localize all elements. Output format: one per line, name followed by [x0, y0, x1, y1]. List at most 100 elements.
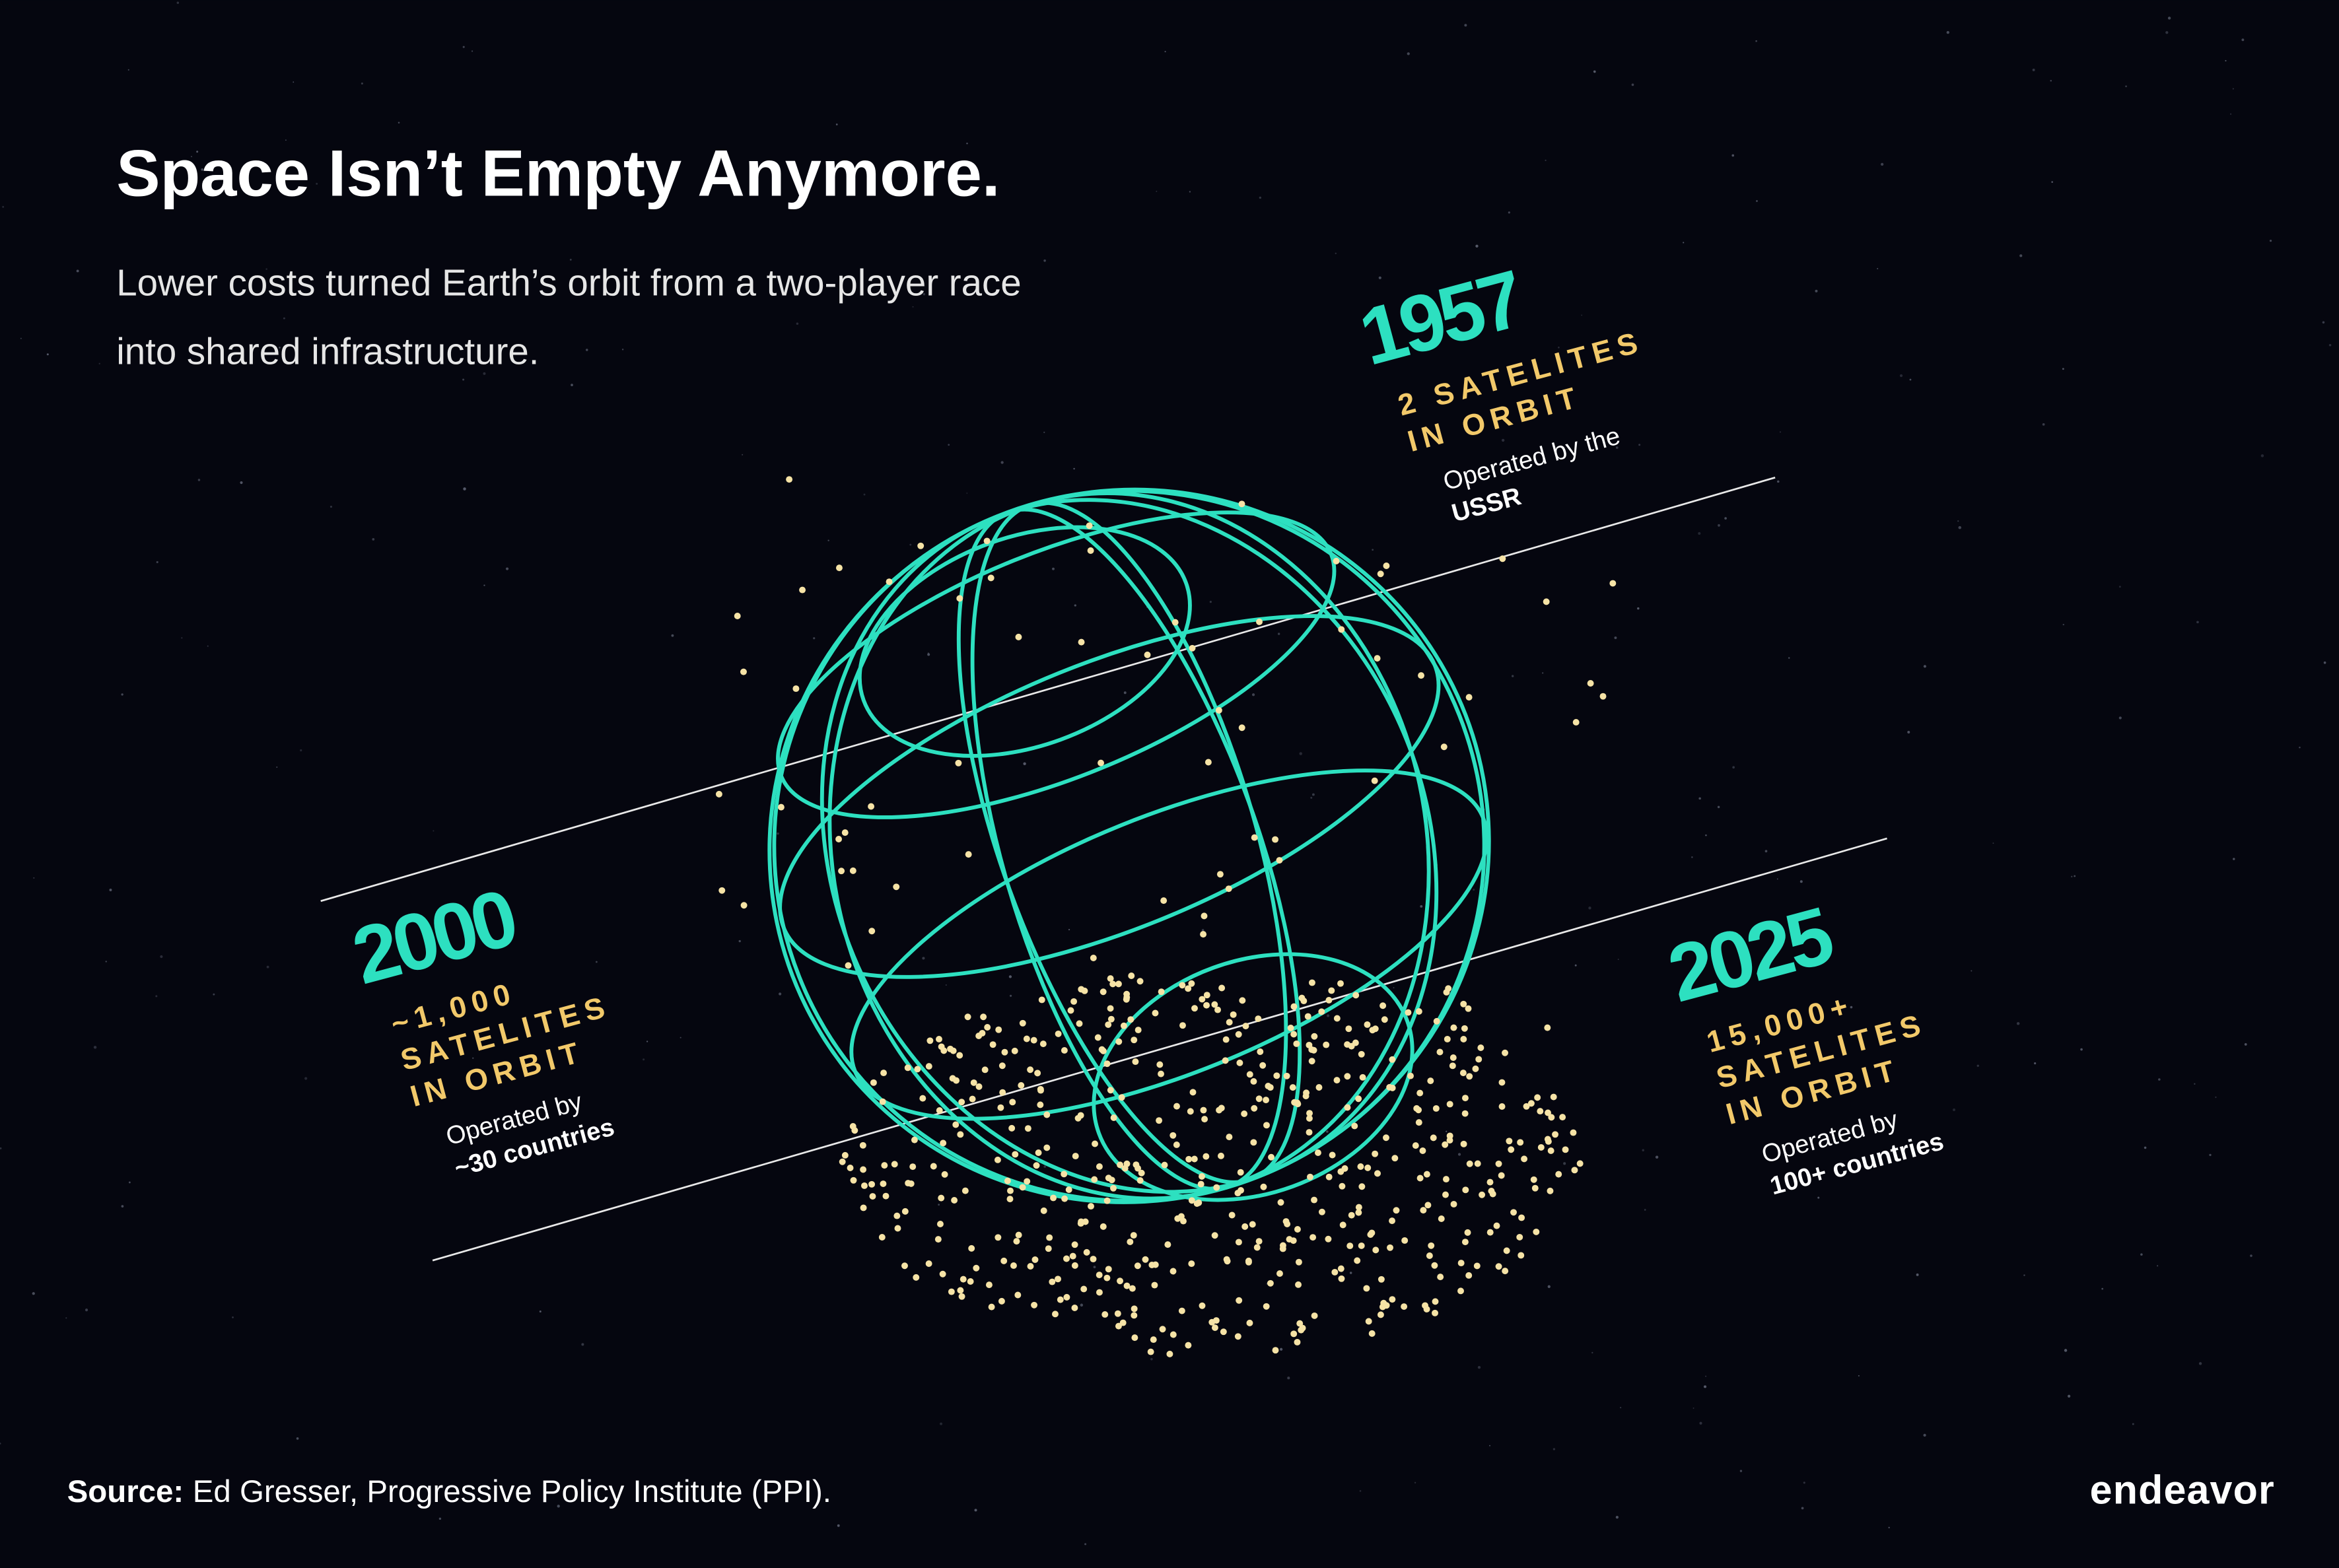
satellite: [1537, 1108, 1544, 1115]
satellite: [1355, 1095, 1362, 1103]
satellite: [956, 1052, 963, 1059]
satellite: [934, 1236, 942, 1243]
satellite: [1295, 1281, 1302, 1288]
satellite: [981, 1066, 989, 1074]
satellite: [1479, 1191, 1486, 1198]
star: [2062, 623, 2065, 626]
satellite: [1070, 998, 1078, 1005]
star: [948, 444, 950, 446]
star: [1593, 70, 1596, 73]
star: [473, 1132, 475, 1135]
star: [1691, 856, 1693, 858]
satellite: [1355, 1209, 1362, 1216]
satellite: [1051, 1311, 1059, 1318]
satellite: [1443, 988, 1450, 996]
star: [1642, 1149, 1644, 1151]
satellite: [1309, 1234, 1317, 1241]
satellite: [1081, 987, 1088, 994]
satellite: [1355, 1204, 1362, 1211]
satellite: [1147, 1348, 1154, 1355]
satellite: [1234, 1333, 1241, 1340]
star: [265, 268, 267, 270]
satellite: [1304, 1013, 1311, 1020]
logo: endeavor: [2090, 1467, 2275, 1512]
satellite: [1128, 972, 1135, 979]
satellite: [1201, 1116, 1208, 1123]
satellite: [1337, 1265, 1344, 1272]
satellite: [1031, 1256, 1039, 1263]
satellite: [1103, 1274, 1111, 1281]
satellite: [1461, 1239, 1469, 1246]
star: [2034, 1062, 2037, 1065]
satellite: [994, 1156, 1001, 1163]
satellite: [1389, 1056, 1396, 1063]
star: [938, 1204, 940, 1206]
satellite: [1475, 1056, 1483, 1063]
satellite: [1265, 1082, 1272, 1089]
satellite: [1473, 1262, 1481, 1270]
star: [1547, 1285, 1551, 1288]
satellite: [1523, 1103, 1530, 1110]
star: [1080, 1303, 1084, 1307]
satellite: [1031, 1301, 1038, 1309]
satellite: [1325, 1235, 1332, 1243]
satellite: [1374, 655, 1381, 662]
satellite: [1015, 633, 1022, 640]
satellite: [1418, 672, 1424, 679]
satellite: [926, 1037, 934, 1044]
satellite: [1150, 1336, 1157, 1344]
star: [293, 81, 295, 83]
satellite: [1277, 1199, 1284, 1206]
star: [483, 372, 486, 375]
star: [680, 1037, 681, 1039]
satellite: [1466, 1160, 1473, 1167]
star: [1287, 1377, 1290, 1380]
star: [571, 384, 573, 386]
satellite: [1328, 987, 1335, 994]
star: [1378, 276, 1381, 279]
satellite: [740, 902, 748, 909]
satellite: [1045, 1245, 1052, 1252]
satellite: [1000, 1257, 1008, 1264]
satellite: [1077, 1112, 1084, 1119]
satellite: [1424, 1202, 1432, 1209]
star: [1009, 994, 1012, 997]
satellite: [1096, 1163, 1103, 1170]
satellite: [1131, 1305, 1138, 1312]
star: [1558, 346, 1560, 349]
star: [1619, 1406, 1622, 1409]
satellite: [936, 1035, 942, 1042]
satellite: [1533, 1228, 1540, 1235]
satellite: [1012, 1151, 1019, 1158]
satellite: [1587, 680, 1594, 687]
satellite: [1518, 1252, 1525, 1259]
satellite: [1338, 626, 1345, 633]
satellite: [1290, 1031, 1298, 1038]
satellite: [1571, 1167, 1578, 1174]
satellite: [968, 1244, 975, 1252]
star: [1501, 438, 1505, 442]
satellite: [1372, 1150, 1379, 1157]
satellite: [1197, 1180, 1204, 1188]
satellite: [1609, 580, 1617, 587]
star: [196, 151, 199, 153]
satellite: [1315, 1084, 1323, 1091]
source-text: Ed Gresser, Progressive Policy Institute…: [193, 1474, 831, 1509]
satellite: [1576, 1160, 1584, 1167]
satellite: [1131, 1312, 1138, 1319]
satellite: [938, 1043, 945, 1050]
star: [2233, 858, 2235, 860]
satellite: [718, 887, 726, 894]
satellite: [914, 1066, 921, 1073]
star: [1201, 929, 1204, 932]
satellite: [1080, 1285, 1088, 1293]
star: [213, 993, 215, 996]
satellite: [1179, 1022, 1186, 1029]
satellite: [1495, 1160, 1502, 1167]
star: [2080, 1048, 2083, 1051]
satellite: [850, 1176, 857, 1184]
satellite: [901, 1262, 908, 1270]
satellite: [1132, 1058, 1139, 1066]
satellite: [1432, 1309, 1438, 1316]
star: [155, 995, 158, 998]
